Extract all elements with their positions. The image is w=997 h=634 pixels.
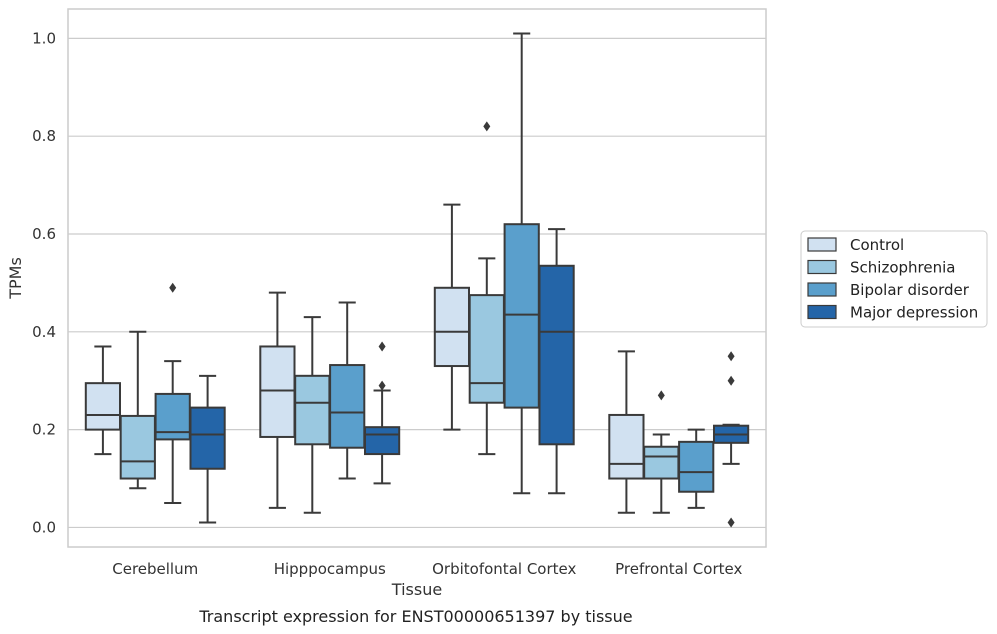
x-tick-label: Prefrontal Cortex	[615, 560, 742, 578]
legend-label: Schizophrenia	[850, 259, 955, 277]
y-axis-title: TPMs	[6, 257, 25, 300]
legend-frame	[800, 230, 988, 328]
box-iqr	[259, 345, 296, 438]
legend-swatch	[807, 304, 837, 320]
outlier-point	[378, 341, 386, 352]
box-iqr	[329, 364, 366, 449]
boxes	[84, 32, 750, 528]
plot-area-frame	[67, 8, 767, 548]
box-iqr	[643, 445, 680, 480]
box-prefrontal-cortex-control	[608, 350, 645, 514]
outlier-point	[378, 380, 386, 391]
box-hipppocampus-major-depression	[363, 341, 401, 485]
legend-label: Bipolar disorder	[850, 281, 970, 299]
y-tick-label: 0.4	[32, 323, 56, 341]
box-cerebellum-major-depression	[189, 374, 226, 524]
box-prefrontal-cortex-bipolar-disorder	[678, 428, 715, 509]
x-tick-label: Hipppocampus	[274, 560, 386, 578]
x-tick-label: Orbitofontal Cortex	[432, 560, 576, 578]
outlier-point	[657, 390, 665, 401]
legend-swatch	[807, 259, 837, 275]
box-iqr	[119, 414, 156, 480]
y-tick-label: 0.0	[32, 518, 56, 536]
y-tick-label: 1.0	[32, 29, 56, 47]
box-iqr	[433, 286, 471, 368]
legend-label: Control	[850, 236, 904, 254]
outlier-point	[727, 375, 735, 386]
box-hipppocampus-schizophrenia	[294, 316, 331, 514]
legend-swatch	[807, 237, 837, 252]
box-cerebellum-schizophrenia	[119, 330, 156, 490]
outlier-point	[727, 351, 735, 362]
box-iqr	[363, 426, 401, 456]
box-hipppocampus-bipolar-disorder	[329, 301, 366, 480]
box-iqr	[189, 406, 226, 470]
box-orbitofontal-cortex-schizophrenia	[468, 121, 505, 456]
box-iqr	[84, 382, 122, 431]
box-hipppocampus-control	[259, 291, 296, 509]
box-cerebellum-control	[84, 345, 122, 456]
box-orbitofontal-cortex-control	[433, 203, 471, 431]
legend: Control Schizophrenia Bipolar disorder Majo…	[800, 230, 988, 328]
legend-label: Major depression	[850, 304, 978, 322]
box-orbitofontal-cortex-bipolar-disorder	[503, 32, 540, 495]
legend-swatch	[807, 282, 837, 297]
box-iqr	[678, 440, 715, 493]
box-orbitofontal-cortex-major-depression	[538, 228, 575, 495]
outlier-point	[727, 517, 735, 528]
y-tick-label: 0.2	[32, 421, 56, 439]
box-iqr	[468, 294, 505, 404]
x-axis-ticks: Cerebellum Hipppocampus Orbitofontal Corte…	[112, 560, 742, 578]
x-axis-title: Tissue	[391, 580, 442, 599]
box-iqr	[608, 413, 645, 480]
outlier-point	[169, 282, 177, 293]
outlier-point	[483, 121, 491, 132]
chart-caption: Transcript expression for ENST0000065139…	[198, 607, 632, 626]
box-prefrontal-cortex-major-depression	[712, 351, 750, 528]
y-axis-ticks: 0.0 0.2 0.4 0.6 0.8 1.0	[32, 29, 56, 536]
x-tick-label: Cerebellum	[112, 560, 198, 578]
box-iqr	[503, 223, 540, 409]
box-iqr	[294, 374, 331, 446]
y-tick-label: 0.6	[32, 225, 56, 243]
y-tick-label: 0.8	[32, 127, 56, 145]
box-cerebellum-bipolar-disorder	[154, 282, 191, 504]
box-prefrontal-cortex-schizophrenia	[643, 390, 680, 514]
box-iqr	[538, 264, 575, 446]
